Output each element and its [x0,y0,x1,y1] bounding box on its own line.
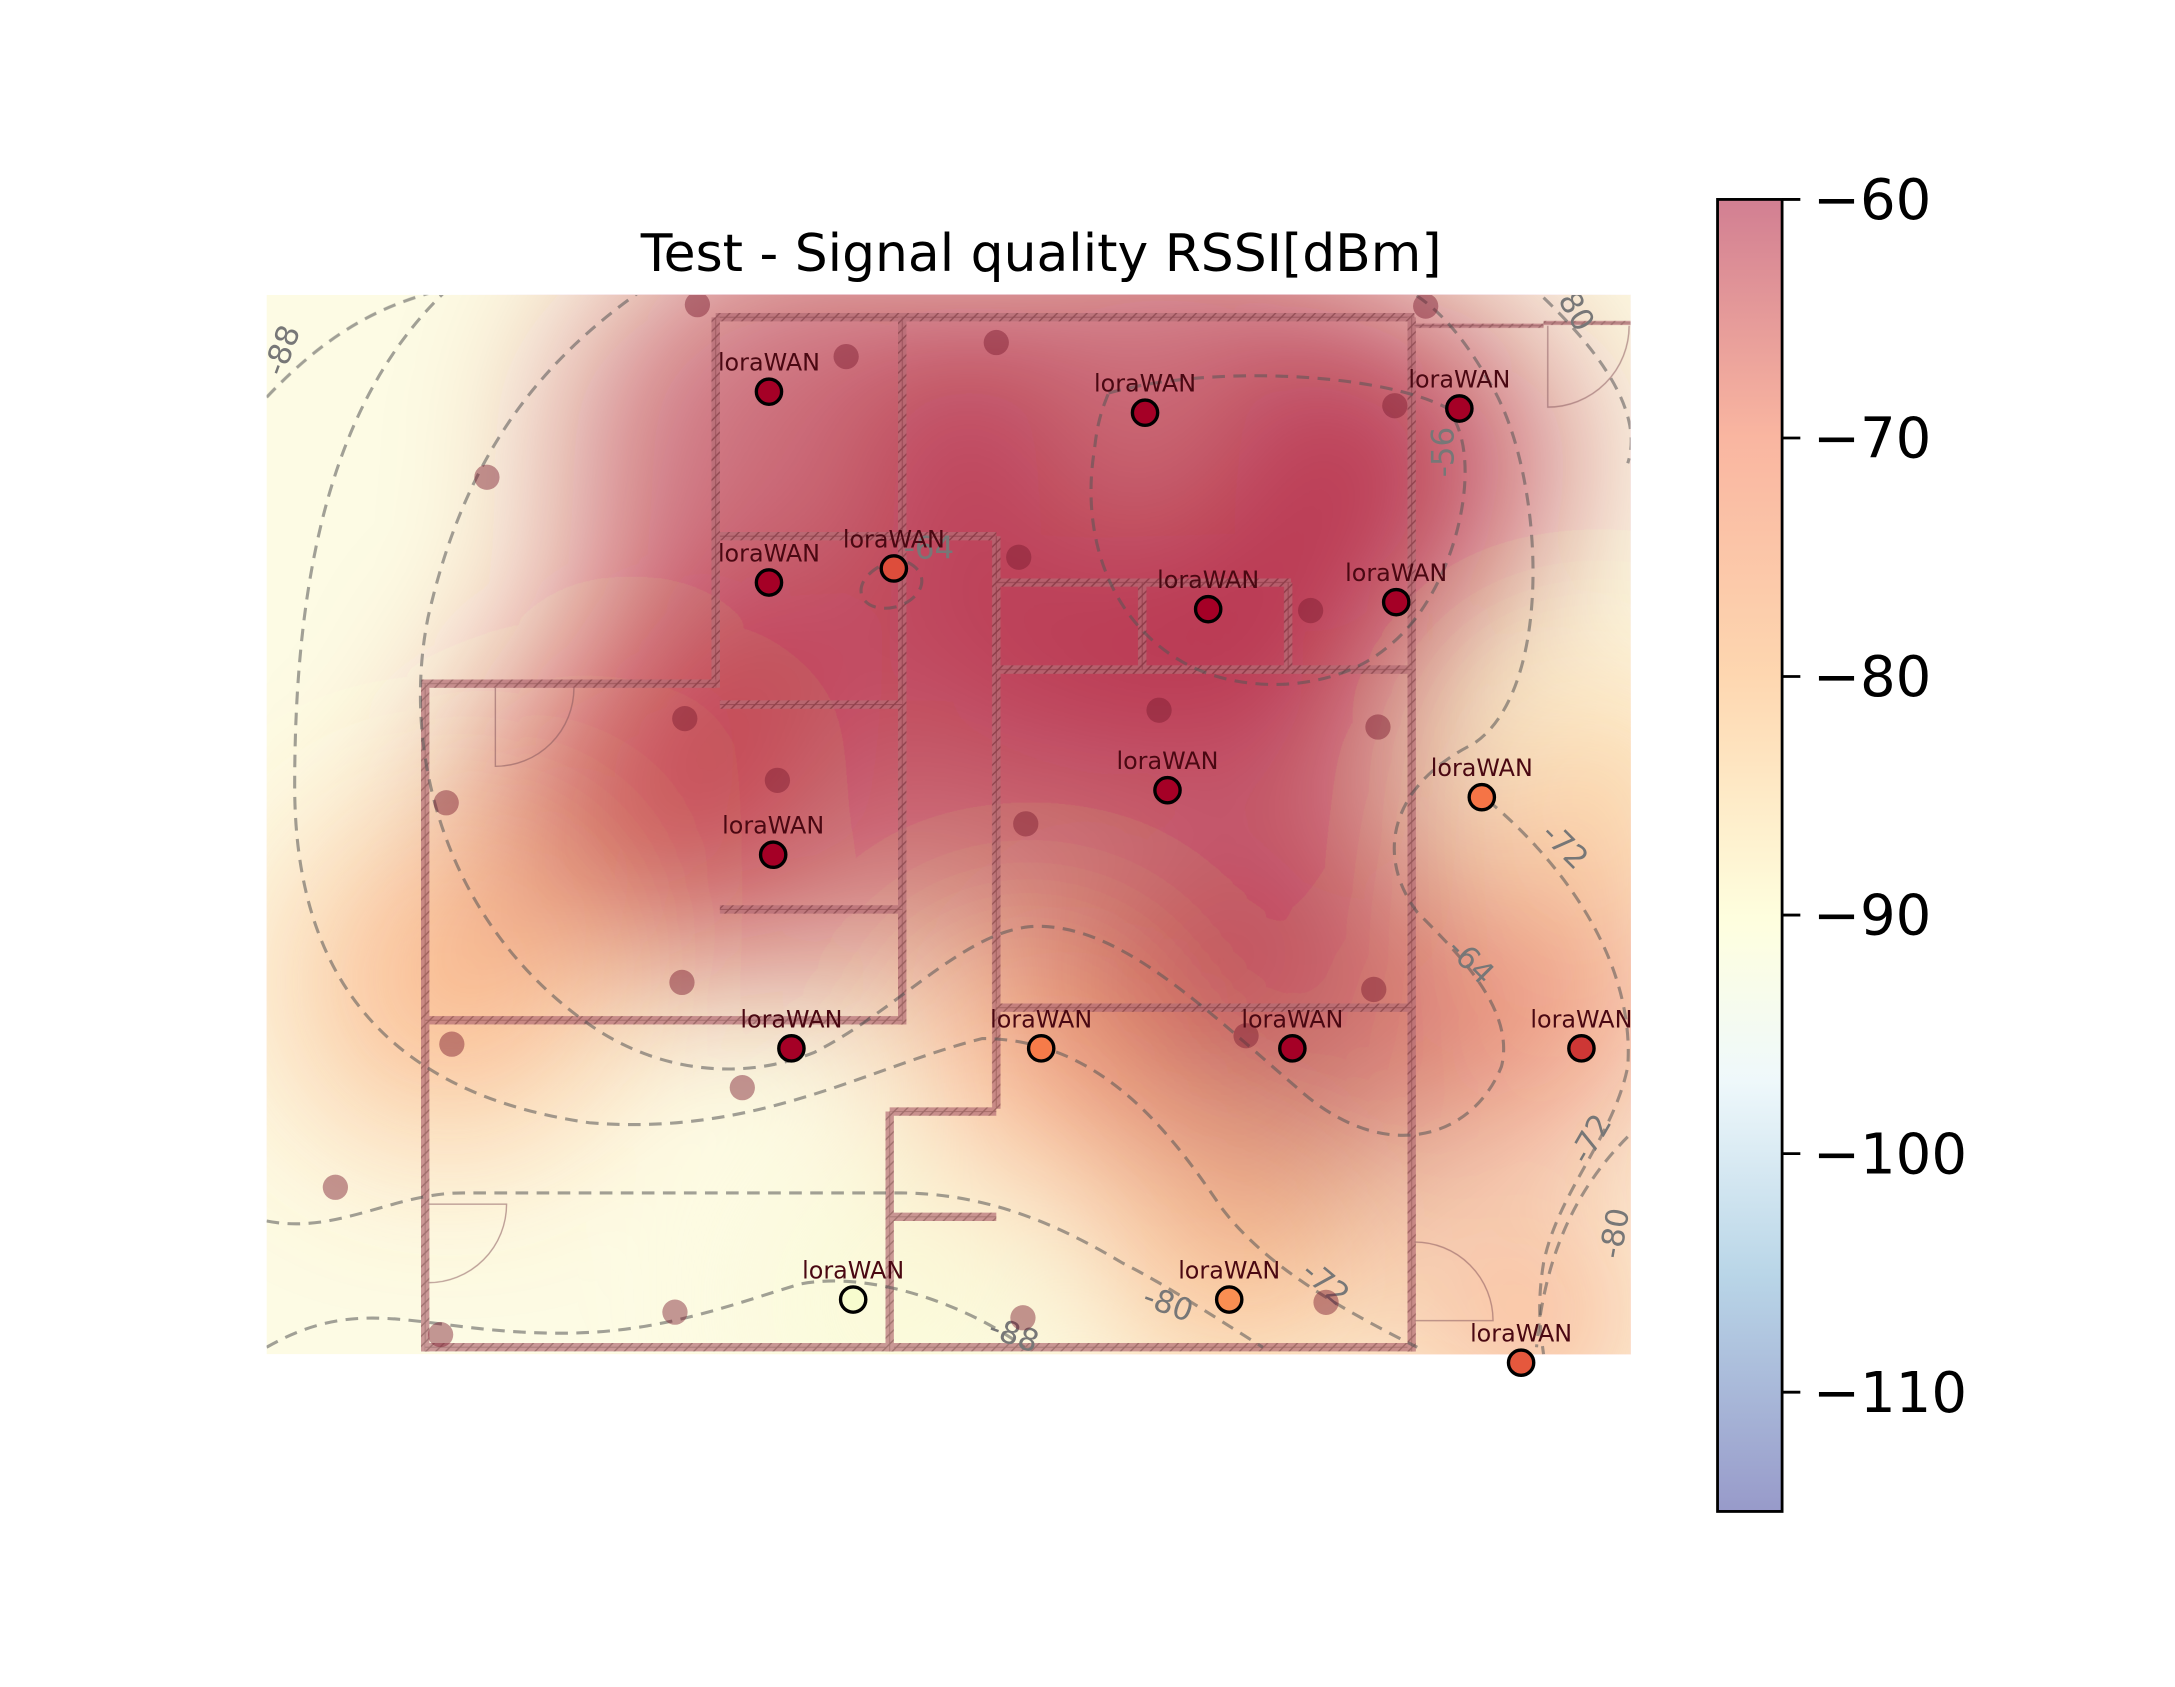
measurement-point [777,1034,806,1063]
floor-plan [420,313,1631,1352]
measurement-label: loraWAN [1408,365,1510,393]
background-point [1297,597,1324,624]
heat-blob [294,828,604,1137]
background-point [833,343,859,370]
background-point [729,1075,755,1101]
background-point [1365,714,1391,740]
measurement-label: loraWAN [1157,566,1259,594]
contour-label: -64 [904,531,954,567]
measurement-point [1381,587,1411,617]
measurement-label: loraWAN [1470,1320,1572,1348]
background-point [1013,811,1039,837]
measurement-label: loraWAN [843,525,945,553]
measurement-label: loraWAN [1116,747,1218,775]
plot-area: -88-88-80-80-80-72-72-72-64-64-56 [266,294,1637,1355]
contour-line [1089,374,1467,686]
contour-line [1534,1135,1629,1348]
contour-line [859,557,924,610]
measurement-point [1026,1034,1056,1063]
background-point [1313,1289,1339,1315]
background-point [474,464,500,490]
door-swing [1414,1241,1494,1322]
contour-label: -80 [1593,1205,1637,1261]
door-swing [1547,325,1630,408]
measurement-label: loraWAN [1431,754,1533,782]
measurement-point [1445,394,1474,423]
contour-line [418,294,1535,1137]
colorbar-frame [1716,198,1784,1513]
contour-lines [266,294,1631,1355]
heat-blob [912,940,1165,1193]
measurement-label: loraWAN [722,812,824,840]
colorbar-tick-label: −70 [1813,407,1931,472]
colorbar-tick-label: −60 [1813,168,1931,233]
background-point [764,767,791,793]
measurement-point [1567,1034,1596,1063]
measurement-label: loraWAN [718,349,820,377]
colorbar-gradient [1717,199,1783,1512]
contour-line [1486,798,1630,1355]
background-point [1233,1023,1259,1049]
door-swing [494,687,575,768]
background-point [1010,1305,1036,1331]
chart-title: Test - Signal quality RSSI[dBm] [640,224,1442,284]
measurement-point [1130,398,1160,428]
colorbar-ticks: −60 −70 −80 −90 −100 −110 [1782,168,1967,1426]
background-point [684,294,711,318]
measurement-label: loraWAN [1178,1257,1280,1285]
background-point [1361,976,1387,1003]
measurement-point [1153,775,1182,805]
heat-blob [771,1178,1025,1355]
measurement-point [754,568,784,597]
measurement-label: loraWAN [718,539,820,567]
background-point [1146,697,1172,723]
heat-blob [1417,1206,1631,1355]
measurement-point [1193,594,1223,624]
background-point [669,969,695,996]
measurement-label: loraWAN [802,1257,904,1285]
measurement-point [1506,1348,1536,1378]
colorbar-tick-label: −110 [1813,1361,1967,1426]
colorbar: −60 −70 −80 −90 −100 −110 [1716,168,1967,1513]
measurement-label: loraWAN [990,1005,1092,1033]
background-point [322,1174,348,1200]
measurement-point [1467,782,1497,812]
colorbar-tick-label: −100 [1813,1122,1967,1187]
background-point [672,705,698,732]
contour-label: -56 [1426,427,1462,477]
measurement-point [758,840,788,870]
measurement-point [1214,1285,1244,1314]
measurement-label: loraWAN [1094,370,1196,398]
measurement-points: loraWAN loraWAN loraWAN loraWAN loraWAN loraW… [718,349,1632,1378]
background-point [427,1322,454,1348]
background-point [1006,544,1032,570]
background-point [1413,294,1439,319]
measurement-label: loraWAN [1241,1005,1343,1033]
measurement-point [754,377,784,406]
background-point [433,790,459,816]
heat-blob [1403,870,1631,1151]
measurement-point [838,1285,868,1314]
heat-blob [1108,1136,1362,1355]
measurement-point [1278,1034,1307,1063]
measurement-label: loraWAN [1345,559,1447,587]
heatmap-field [294,294,1631,1355]
background-points [322,294,1439,1348]
measurement-label: loraWAN [740,1005,842,1033]
colorbar-tick-label: −90 [1813,884,1931,949]
measurement-label: loraWAN [1530,1005,1632,1033]
colorbar-tick-label: −80 [1813,645,1931,710]
contour-line [266,1279,1026,1349]
measurement-point [879,554,909,583]
contour-line [266,1191,1264,1349]
door-swing [427,1203,508,1284]
background-point [439,1031,465,1057]
heat-blob [1501,687,1631,885]
background-point [662,1299,688,1325]
background-point [1382,393,1408,419]
background-point [983,329,1009,356]
